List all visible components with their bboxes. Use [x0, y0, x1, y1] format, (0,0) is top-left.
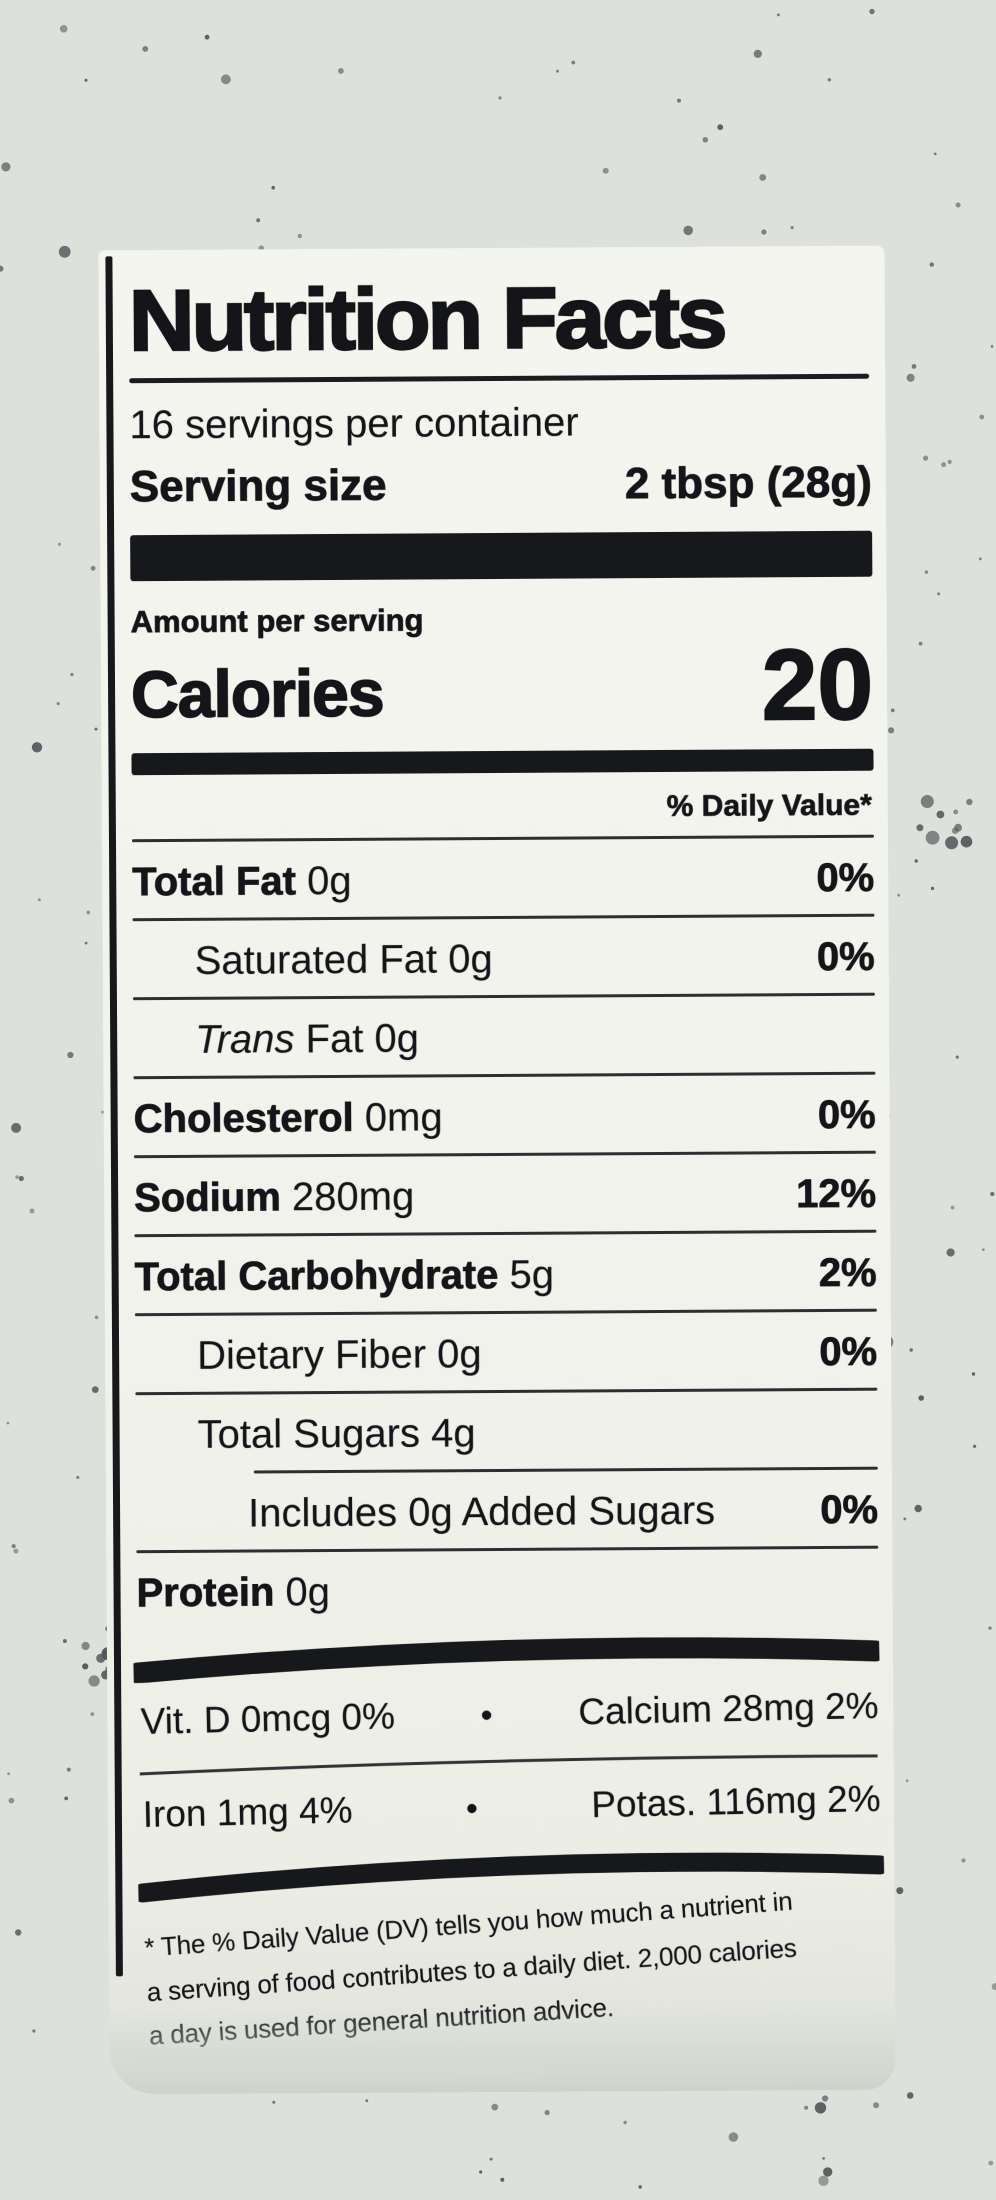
nutrient-name: Sodium: [134, 1175, 282, 1221]
nutrient-name: Total Carbohydrate: [134, 1252, 499, 1300]
thick-divider-bar: [130, 530, 873, 582]
nutrient-row-protein: Protein 0g: [136, 1549, 878, 1630]
nutrient-row-cholesterol: Cholesterol 0mg 0%: [133, 1075, 876, 1156]
serving-size-label: Serving size: [129, 460, 387, 512]
curved-divider-bar: [137, 1852, 885, 1903]
micro-row-vitd-calcium: Vit. D 0mcg 0% • Calcium 28mg 2%: [138, 1667, 881, 1758]
nutrient-amount: 0g: [295, 858, 352, 904]
nutrient-daily-value: 0%: [820, 1487, 879, 1533]
nutrient-row-added-sugars: Includes 0g Added Sugars 0%: [136, 1470, 879, 1551]
micro-left: Iron 1mg 4%: [142, 1789, 353, 1835]
curved-divider-thin: [139, 1754, 878, 1776]
nutrient-row-saturated-fat: Saturated Fat 0g 0%: [132, 917, 876, 998]
nutrient-row-dietary-fiber: Dietary Fiber 0g 0%: [135, 1312, 878, 1393]
bullet-separator: •: [480, 1696, 494, 1735]
nutrient-row-trans-fat: Trans Fat 0g: [133, 996, 875, 1077]
daily-value-header: % Daily Value*: [666, 788, 872, 823]
nutrient-row-total-fat: Total Fat 0g 0%: [132, 838, 875, 919]
nutrient-amount: 0mg: [353, 1095, 443, 1140]
serving-size-row: Serving size 2 tbsp (28g): [129, 455, 872, 516]
label-title: Nutrition Facts: [127, 268, 725, 370]
nutrient-daily-value: 0%: [817, 1092, 876, 1138]
nutrient-name-italic: Trans: [195, 1017, 295, 1062]
nutrient-amount: 0g: [274, 1570, 331, 1615]
calories-value: 20: [760, 628, 874, 743]
nutrient-amount: 280mg: [280, 1174, 415, 1220]
micro-row-iron-potassium: Iron 1mg 4% • Potas. 116mg 2%: [140, 1760, 883, 1851]
nutrient-row-total-sugars: Total Sugars 4g: [135, 1391, 877, 1472]
nutrient-daily-value: 0%: [816, 855, 875, 901]
nutrient-daily-value: 12%: [795, 1171, 877, 1217]
nutrition-facts-label: Nutrition Facts 16 servings per containe…: [98, 245, 896, 2095]
nutrient-name: Includes 0g Added Sugars: [247, 1488, 716, 1536]
nutrient-name: Dietary Fiber 0g: [196, 1332, 482, 1378]
calories-row: Calories 20: [130, 628, 874, 743]
label-bottom-fade: [109, 2003, 896, 2095]
micro-right: Potas. 116mg 2%: [590, 1777, 881, 1826]
calories-label: Calories: [130, 655, 385, 732]
nutrient-amount: Fat 0g: [294, 1016, 420, 1062]
nutrient-row-total-carbohydrate: Total Carbohydrate 5g 2%: [134, 1233, 877, 1314]
nutrient-daily-value: 0%: [816, 934, 875, 980]
title-divider: [129, 373, 870, 384]
nutrient-name: Saturated Fat 0g: [194, 937, 493, 983]
micro-left: Vit. D 0mcg 0%: [140, 1695, 396, 1742]
curved-divider-bar: [132, 1637, 880, 1684]
micro-right: Calcium 28mg 2%: [577, 1684, 879, 1733]
nutrient-name: Total Sugars 4g: [197, 1411, 476, 1457]
nutrient-name: Cholesterol: [133, 1095, 354, 1142]
nutrient-name: Protein: [136, 1570, 275, 1616]
nutrient-amount: 5g: [498, 1252, 555, 1297]
label-left-border: [105, 256, 123, 1977]
servings-per-container: 16 servings per container: [129, 400, 579, 448]
curved-bottom-section: Vit. D 0mcg 0% • Calcium 28mg 2% Iron 1m…: [132, 1625, 888, 2055]
serving-size-value: 2 tbsp (28g): [624, 457, 872, 509]
nutrient-daily-value: 2%: [818, 1250, 877, 1296]
nutrient-daily-value: 0%: [819, 1329, 878, 1375]
nutrient-row-sodium: Sodium 280mg 12%: [134, 1154, 877, 1235]
bullet-separator: •: [465, 1789, 479, 1828]
nutrient-name: Total Fat: [132, 859, 297, 905]
